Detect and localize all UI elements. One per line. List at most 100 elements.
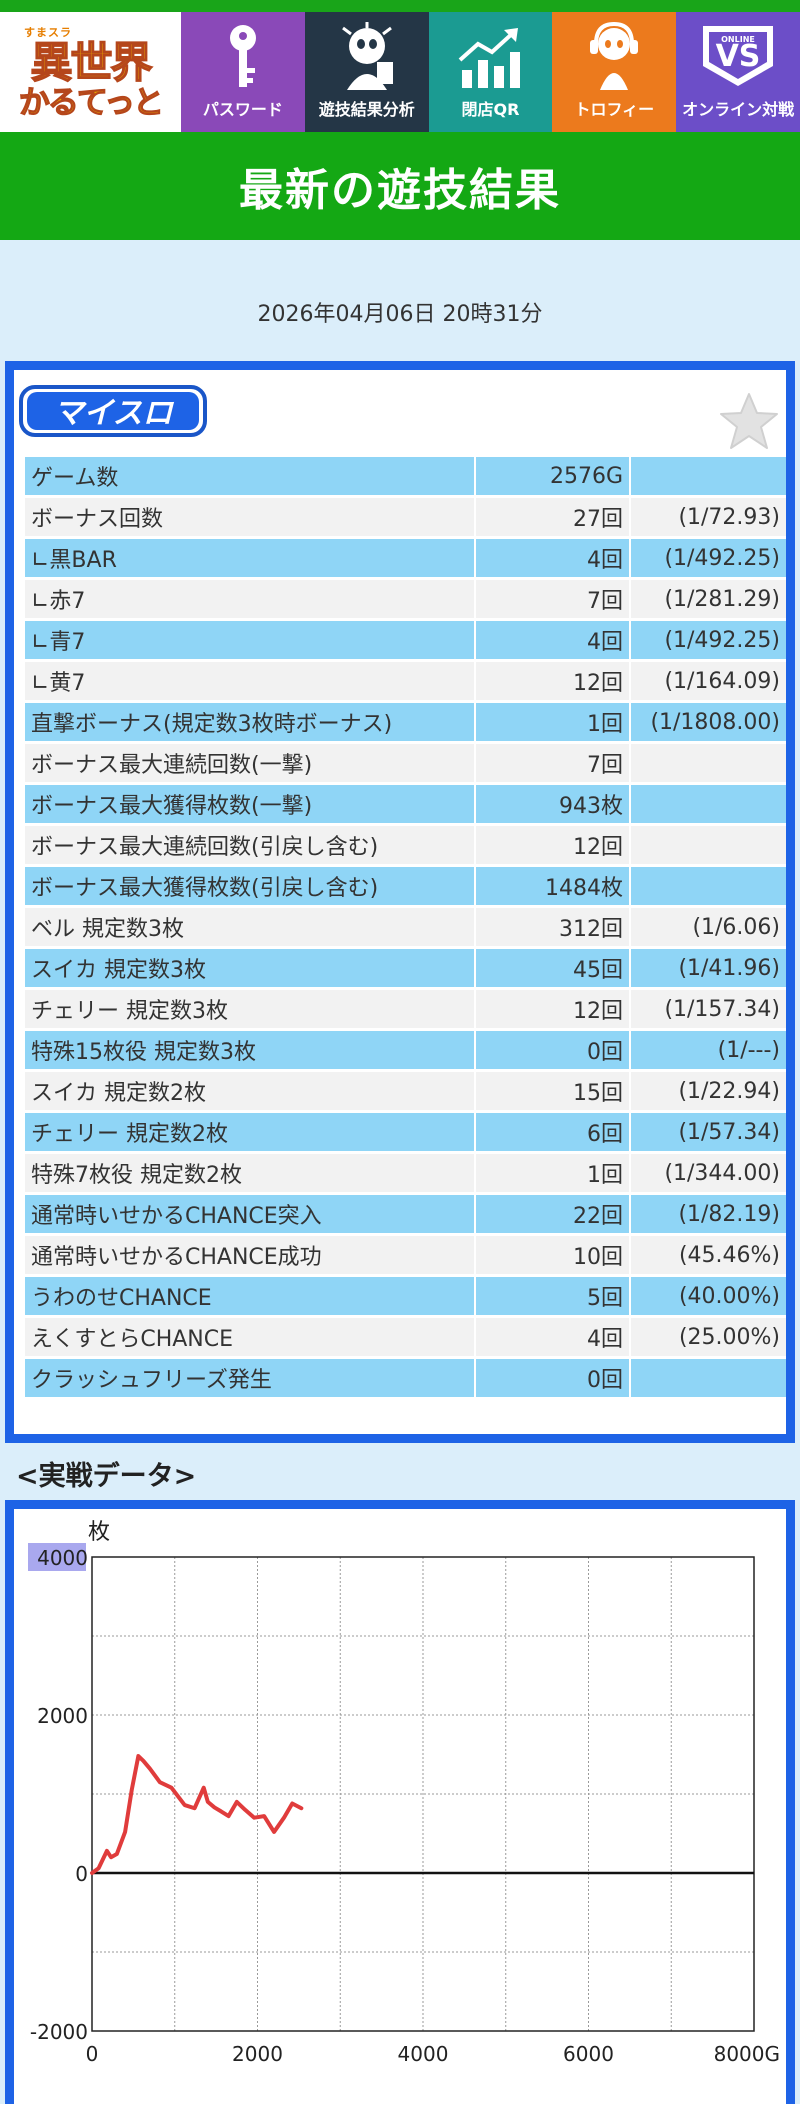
chart-up-icon: [459, 28, 521, 88]
stat-label: ボーナス最大獲得枚数(一撃): [25, 785, 476, 823]
stat-label: 直撃ボーナス(規定数3枚時ボーナス): [25, 703, 476, 741]
stat-value: 7回: [476, 744, 631, 782]
nav-analysis-label: 遊技結果分析: [318, 100, 415, 119]
stat-label: うわのせCHANCE: [25, 1277, 476, 1315]
stat-label: ゲーム数: [25, 457, 476, 495]
stats-row: スイカ 規定数2枚 15回 (1/22.94): [25, 1072, 786, 1110]
stat-value: 2576G: [476, 457, 631, 495]
stats-row: チェリー 規定数3枚 12回 (1/157.34): [25, 990, 786, 1028]
stat-label: チェリー 規定数3枚: [25, 990, 476, 1028]
results-panel: マイスロ ゲーム数 2576G ボーナス回数 27回 (1/72.93) ∟黒BAR 4回(…: [5, 361, 795, 1443]
stat-label: 通常時いせかるCHANCE成功: [25, 1236, 476, 1274]
stat-value: 12回: [476, 826, 631, 864]
x-tick-label: 0: [86, 2042, 99, 2066]
stat-label: ボーナス最大連続回数(引戻し含む): [25, 826, 476, 864]
stat-rate: [631, 1359, 786, 1397]
svg-text:マイスロ: マイスロ: [53, 396, 174, 431]
plot-frame: [91, 1556, 755, 2032]
nav-trophy[interactable]: トロフィー: [552, 12, 677, 132]
y-tick-label: 2000: [37, 1704, 88, 1728]
logo-title-line1: 異世界: [30, 38, 154, 87]
stats-row: ∟黒BAR 4回 (1/492.25): [25, 539, 786, 577]
stat-value: 943枚: [476, 785, 631, 823]
nav-password[interactable]: パスワード: [181, 12, 305, 132]
stat-value: 1回: [476, 703, 631, 741]
stats-row: クラッシュフリーズ発生 0回: [25, 1359, 786, 1397]
top-navigation: すまスラ 異世界 かるてっと パスワード 遊技結果分析: [0, 12, 800, 132]
series-line: [90, 1754, 304, 1875]
stat-rate: (1/281.29): [631, 580, 786, 618]
stat-label: ボーナス最大連続回数(一撃): [25, 744, 476, 782]
stat-value: 12回: [476, 990, 631, 1028]
stat-value: 5回: [476, 1277, 631, 1315]
nav-online-battle-label: オンライン対戦: [682, 100, 795, 119]
stats-row: うわのせCHANCE 5回 (40.00%): [25, 1277, 786, 1315]
page-title-banner: 最新の遊技結果: [0, 132, 800, 240]
stats-row: ベル 規定数3枚 312回 (1/6.06): [25, 908, 786, 946]
stat-label: スイカ 規定数2枚: [25, 1072, 476, 1110]
stat-label: クラッシュフリーズ発生: [25, 1359, 476, 1397]
y-axis-unit: 枚: [88, 1520, 110, 1545]
x-tick-label: 4000: [398, 2042, 449, 2066]
stat-label: ∟赤7: [25, 580, 476, 618]
nav-closing-qr-label: 閉店QR: [461, 100, 520, 119]
stat-value: 7回: [476, 580, 631, 618]
stats-row: 通常時いせかるCHANCE突入 22回 (1/82.19): [25, 1195, 786, 1233]
stat-label: ∟青7: [25, 621, 476, 659]
stat-rate: (1/6.06): [631, 908, 786, 946]
stat-rate: (1/57.34): [631, 1113, 786, 1151]
stat-label: 通常時いせかるCHANCE突入: [25, 1195, 476, 1233]
stats-row: 特殊15枚役 規定数3枚 0回 (1/---): [25, 1031, 786, 1069]
nav-closing-qr[interactable]: 閉店QR: [428, 12, 553, 132]
stat-rate: (25.00%): [631, 1318, 786, 1356]
key-icon: [229, 25, 256, 87]
stat-value: 27回: [476, 498, 631, 536]
stat-value: 4回: [476, 621, 631, 659]
x-tick-label: 8000G: [714, 2042, 780, 2066]
x-tick-label: 6000: [563, 2042, 614, 2066]
stat-value: 312回: [476, 908, 631, 946]
y-tick-label: 0: [75, 1862, 88, 1886]
stats-row: ボーナス回数 27回 (1/72.93): [25, 498, 786, 536]
stats-row: 通常時いせかるCHANCE成功 10回 (45.46%): [25, 1236, 786, 1274]
page-title: 最新の遊技結果: [239, 165, 561, 216]
stat-rate: [631, 826, 786, 864]
stat-value: 4回: [476, 539, 631, 577]
section-heading: <実戦データ>: [16, 1461, 197, 1492]
stat-value: 0回: [476, 1359, 631, 1397]
stats-row: ゲーム数 2576G: [25, 457, 786, 495]
stats-row: チェリー 規定数2枚 6回 (1/57.34): [25, 1113, 786, 1151]
game-logo[interactable]: すまスラ 異世界 かるてっと: [0, 12, 181, 132]
stat-label: ボーナス最大獲得枚数(引戻し含む): [25, 867, 476, 905]
nav-analysis[interactable]: 遊技結果分析: [304, 12, 429, 132]
stat-rate: (1/82.19): [631, 1195, 786, 1233]
svg-text:VS: VS: [716, 39, 761, 74]
y-tick-label: 4000: [37, 1546, 88, 1570]
stat-rate: (45.46%): [631, 1236, 786, 1274]
online-vs-icon: VS ONLINE: [703, 26, 774, 86]
nav-online-battle[interactable]: VS ONLINE オンライン対戦: [676, 12, 800, 132]
stat-label: ボーナス回数: [25, 498, 476, 536]
favorite-star-icon[interactable]: [719, 392, 779, 450]
stats-table: ゲーム数 2576G ボーナス回数 27回 (1/72.93) ∟黒BAR 4回 (1/492…: [25, 454, 786, 1400]
stat-rate: [631, 457, 786, 495]
stat-rate: (1/492.25): [631, 539, 786, 577]
stat-rate: (1/157.34): [631, 990, 786, 1028]
stat-rate: (1/---): [631, 1031, 786, 1069]
stat-label: えくすとらCHANCE: [25, 1318, 476, 1356]
svg-text:ONLINE: ONLINE: [721, 35, 755, 44]
stat-rate: (1/164.09): [631, 662, 786, 700]
logo-title-line2: かるてっと: [18, 85, 164, 121]
stats-row: スイカ 規定数3枚 45回 (1/41.96): [25, 949, 786, 987]
stats-row: ボーナス最大連続回数(引戻し含む) 12回: [25, 826, 786, 864]
trophy-character-icon: [590, 22, 639, 90]
stats-row: 直撃ボーナス(規定数3枚時ボーナス) 1回 (1/1808.00): [25, 703, 786, 741]
stat-rate: [631, 867, 786, 905]
stat-rate: (1/492.25): [631, 621, 786, 659]
stats-row: ボーナス最大連続回数(一撃) 7回: [25, 744, 786, 782]
stats-row: ∟青7 4回 (1/492.25): [25, 621, 786, 659]
myslo-logo: マイスロ: [19, 385, 207, 437]
stat-value: 10回: [476, 1236, 631, 1274]
stat-value: 6回: [476, 1113, 631, 1151]
stat-rate: [631, 785, 786, 823]
